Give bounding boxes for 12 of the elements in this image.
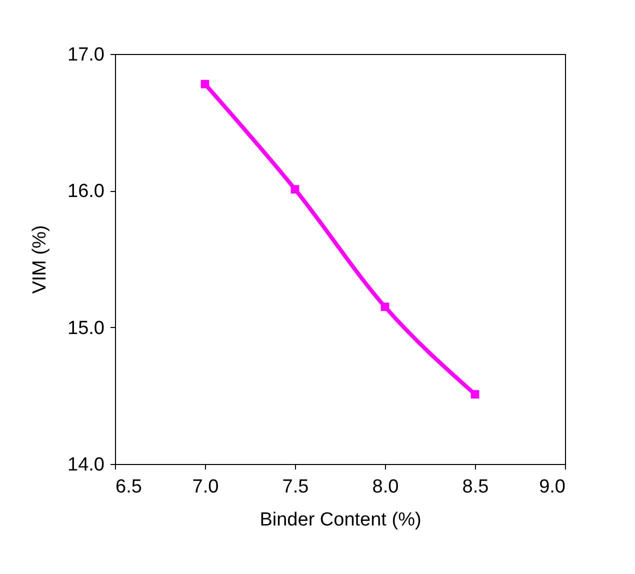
y-tick-label: 14.0 bbox=[68, 454, 104, 476]
x-tick-label: 7.0 bbox=[192, 476, 219, 498]
y-tick-label: 17.0 bbox=[68, 44, 104, 66]
x-tick-label: 6.5 bbox=[116, 476, 142, 498]
x-tick-label: 7.5 bbox=[282, 476, 309, 498]
y-tick-label: 16.0 bbox=[68, 181, 104, 202]
x-tick-label: 8.5 bbox=[462, 476, 489, 498]
y-tick-label: 15.0 bbox=[68, 318, 104, 339]
y-axis-title: VIM (%) bbox=[30, 225, 51, 294]
x-tick-label: 9.0 bbox=[539, 476, 566, 498]
x-tick-label: 8.0 bbox=[372, 476, 399, 498]
x-axis-title: Binder Content (%) bbox=[260, 510, 422, 530]
